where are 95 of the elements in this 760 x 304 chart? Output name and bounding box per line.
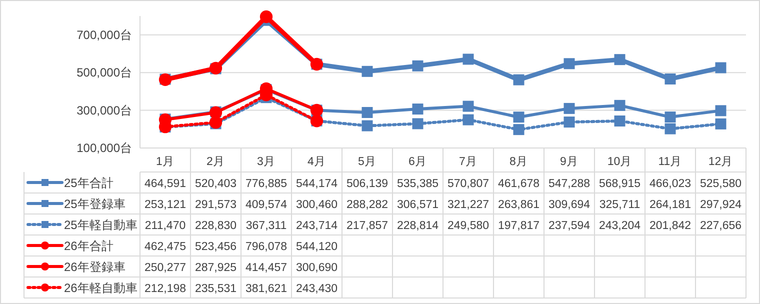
data-label: 535,385 [396, 178, 439, 190]
point [462, 54, 474, 65]
data-label: 462,475 [144, 241, 186, 253]
y-tick-label: 700,000台 [76, 28, 132, 42]
data-label: 300,460 [296, 199, 338, 211]
point [614, 100, 626, 111]
data-label: 796,078 [245, 241, 288, 253]
data-label: 211,470 [144, 220, 186, 232]
data-label: 309,694 [548, 199, 591, 211]
point [362, 66, 373, 77]
y-tick-label: 100,000台 [76, 141, 132, 155]
legend-label: 25年登録車 [64, 197, 126, 211]
data-label: 523,456 [194, 241, 237, 253]
x-tick-label: 10月 [607, 155, 632, 168]
x-tick-label: 2月 [206, 155, 225, 168]
point [614, 115, 626, 126]
x-tick-label: 4月 [308, 155, 326, 168]
point [513, 112, 524, 123]
point [412, 104, 424, 115]
y-tick-label: 500,000台 [76, 66, 132, 80]
data-label: 243,204 [598, 220, 642, 232]
legend-label: 25年軽自動車 [64, 218, 138, 232]
data-label: 243,430 [296, 283, 338, 295]
x-tick-label: 9月 [560, 155, 578, 168]
data-label: 217,857 [346, 220, 388, 232]
point [715, 62, 726, 74]
point [462, 114, 474, 126]
point [614, 54, 626, 66]
point [664, 123, 676, 134]
x-tick-label: 8月 [510, 155, 528, 168]
data-label: 249,580 [447, 220, 490, 232]
data-label: 237,594 [548, 220, 591, 232]
point [362, 106, 373, 118]
x-tick-label: 5月 [358, 155, 376, 168]
data-label: 570,807 [447, 178, 490, 190]
x-tick-label: 1月 [156, 155, 174, 168]
point [564, 116, 575, 128]
data-label: 300,690 [296, 262, 338, 274]
x-tick-label: 7月 [459, 155, 478, 168]
data-label: 264,181 [649, 199, 692, 211]
data-label: 227,656 [700, 220, 742, 232]
point [513, 74, 524, 86]
data-label: 212,198 [144, 283, 186, 295]
point [564, 102, 575, 114]
data-label: 253,121 [144, 199, 186, 211]
data-label: 243,714 [296, 220, 338, 232]
point [362, 120, 373, 132]
data-label: 461,678 [498, 178, 540, 190]
data-label: 250,277 [144, 262, 186, 274]
data-label: 520,403 [194, 178, 237, 190]
point [564, 58, 575, 70]
data-label: 263,861 [498, 199, 540, 211]
point [715, 118, 726, 130]
x-tick-label: 12月 [708, 155, 734, 168]
data-label: 506,139 [346, 178, 388, 190]
data-label: 235,531 [194, 283, 237, 295]
data-label: 776,885 [245, 178, 288, 190]
point [513, 124, 524, 136]
data-label: 367,311 [246, 220, 287, 232]
data-label: 409,574 [245, 199, 288, 211]
data-label: 381,621 [245, 283, 288, 295]
data-label: 291,573 [194, 199, 237, 211]
point [664, 73, 676, 84]
x-tick-label: 11月 [658, 155, 682, 168]
data-label: 228,830 [194, 220, 237, 232]
data-label: 568,915 [598, 178, 641, 190]
point [664, 112, 676, 123]
point [715, 105, 726, 116]
legend-label: 26年合計 [64, 239, 114, 253]
legend-label: 25年合計 [64, 176, 114, 190]
data-label: 547,288 [548, 178, 590, 190]
data-label: 201,842 [649, 220, 692, 232]
legend-label: 26年登録車 [64, 260, 126, 274]
data-label: 197,817 [498, 220, 540, 232]
data-label: 228,814 [396, 220, 440, 232]
data-label: 525,580 [700, 178, 742, 190]
legend-label: 26年軽自動車 [64, 281, 138, 295]
x-tick-label: 6月 [408, 155, 427, 168]
point [462, 100, 474, 112]
data-label: 287,925 [194, 262, 237, 274]
data-label: 544,120 [296, 241, 338, 253]
data-label: 288,282 [346, 199, 388, 211]
data-label: 466,023 [649, 178, 692, 190]
y-tick-label: 300,000台 [76, 103, 132, 118]
point [412, 118, 424, 130]
data-label: 297,924 [700, 199, 742, 211]
data-label: 414,457 [245, 262, 288, 274]
x-tick-label: 3月 [257, 155, 276, 168]
data-label: 325,711 [599, 199, 640, 211]
data-label: 544,174 [296, 178, 338, 190]
point [260, 10, 273, 24]
data-label: 464,591 [144, 178, 186, 190]
data-label: 321,227 [447, 199, 490, 211]
point [412, 60, 424, 72]
data-label: 306,571 [396, 199, 439, 211]
